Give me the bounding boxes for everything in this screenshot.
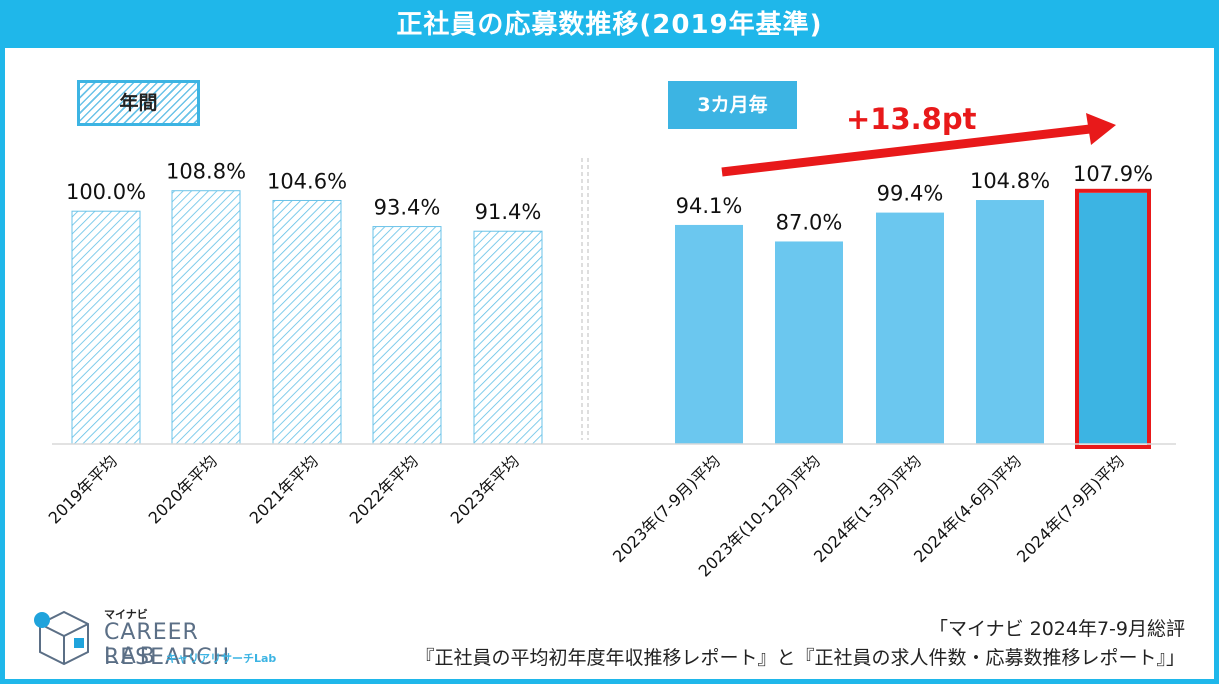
- data-label: 108.8%: [166, 160, 246, 184]
- source-note: 「マイナビ 2024年7-9月総評 『正社員の平均初年度年収推移レポート』と『正…: [415, 615, 1185, 673]
- data-label: 104.6%: [267, 169, 347, 193]
- bar: [775, 241, 843, 444]
- logo-name-line1: CAREER RESEARCH: [104, 620, 231, 670]
- legend-quarterly: 3カ月毎: [668, 81, 797, 129]
- data-label: 100.0%: [66, 180, 146, 204]
- data-label: 91.4%: [475, 200, 542, 224]
- category-label: 2024年(7-9月)平均: [1013, 451, 1128, 566]
- bar: [1079, 192, 1147, 444]
- source-line-1: 「マイナビ 2024年7-9月総評: [928, 618, 1185, 640]
- data-label: 99.4%: [877, 182, 944, 206]
- category-label: 2021年平均: [246, 451, 322, 527]
- logo-brand: マイナビ: [104, 608, 148, 621]
- logo-name-line2: LAB: [104, 644, 159, 669]
- category-label: 2024年(4-6月)平均: [910, 451, 1025, 566]
- bar: [372, 226, 442, 445]
- logo: マイナビ CAREER RESEARCH LAB キャリアリサーチLab: [30, 606, 330, 672]
- trend-arrow: [721, 113, 1116, 177]
- category-label: 2022年平均: [346, 451, 422, 527]
- category-label: 2023年平均: [447, 451, 523, 527]
- bar: [272, 199, 342, 445]
- highlight-border: [1075, 188, 1151, 449]
- bar: [71, 210, 141, 445]
- delta-label: +13.8pt: [846, 102, 977, 136]
- data-label: 94.1%: [676, 194, 743, 218]
- data-label: 87.0%: [776, 210, 843, 234]
- category-label: 2020年平均: [145, 451, 221, 527]
- data-label: 104.8%: [970, 169, 1050, 193]
- data-label: 107.9%: [1073, 162, 1153, 186]
- legend-annual-label: 年間: [119, 92, 158, 114]
- bar: [473, 230, 543, 445]
- bar: [171, 190, 241, 445]
- source-line-2: 『正社員の平均初年度年収推移レポート』と『正社員の求人件数・応募数推移レポート』…: [415, 647, 1185, 669]
- logo-kana: キャリアリサーチLab: [166, 652, 277, 665]
- category-label: 2024年(1-3月)平均: [810, 451, 925, 566]
- bar: [876, 212, 944, 444]
- bar: [675, 224, 743, 444]
- legend-annual: 年間: [77, 80, 200, 126]
- data-label: 93.4%: [374, 196, 441, 220]
- bar: [976, 200, 1044, 444]
- chart-title: 正社員の応募数推移(2019年基準): [0, 0, 1219, 48]
- category-label: 2019年平均: [45, 451, 121, 527]
- category-label: 2023年(7-9月)平均: [609, 451, 724, 566]
- logo-cube-icon: [34, 610, 89, 666]
